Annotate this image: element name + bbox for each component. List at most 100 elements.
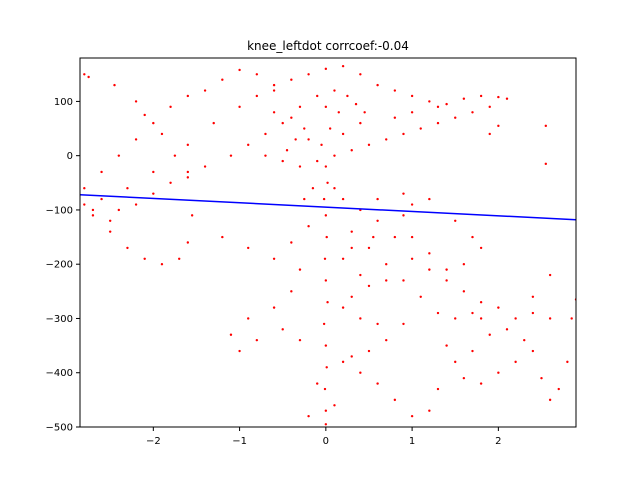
data-point bbox=[341, 64, 345, 68]
data-point bbox=[436, 387, 440, 391]
data-point bbox=[328, 127, 332, 130]
data-point bbox=[326, 300, 329, 304]
data-point bbox=[322, 197, 326, 201]
data-point bbox=[548, 317, 552, 320]
data-point bbox=[113, 83, 116, 87]
data-point bbox=[514, 317, 517, 320]
data-point bbox=[100, 170, 103, 174]
data-point bbox=[462, 290, 466, 293]
data-point bbox=[87, 75, 90, 79]
data-point bbox=[337, 111, 340, 114]
data-point bbox=[376, 382, 379, 385]
data-point bbox=[178, 257, 181, 260]
data-point bbox=[91, 214, 95, 217]
data-point bbox=[462, 376, 466, 380]
data-point bbox=[454, 360, 457, 364]
data-point bbox=[108, 219, 112, 222]
data-point bbox=[255, 338, 259, 342]
data-point bbox=[350, 295, 353, 298]
data-point bbox=[393, 89, 397, 92]
data-point bbox=[341, 306, 345, 309]
data-point bbox=[190, 214, 194, 217]
data-point bbox=[333, 89, 336, 92]
data-point bbox=[264, 154, 267, 157]
data-point bbox=[385, 338, 388, 342]
data-point bbox=[454, 317, 457, 320]
data-point bbox=[479, 300, 483, 304]
data-point bbox=[479, 246, 483, 250]
data-point bbox=[488, 105, 491, 109]
data-point bbox=[402, 279, 405, 282]
data-point bbox=[324, 279, 328, 282]
data-point bbox=[247, 317, 250, 320]
data-point bbox=[324, 105, 328, 109]
data-point bbox=[428, 409, 431, 412]
data-point bbox=[117, 208, 121, 212]
data-point bbox=[272, 306, 276, 309]
data-point bbox=[229, 154, 233, 157]
data-point bbox=[325, 366, 328, 369]
data-point bbox=[272, 111, 276, 114]
data-point bbox=[402, 132, 405, 136]
data-point bbox=[419, 295, 422, 298]
data-point bbox=[410, 235, 414, 239]
data-point bbox=[281, 328, 284, 331]
data-point bbox=[186, 94, 190, 98]
data-point bbox=[272, 89, 276, 92]
data-point bbox=[83, 203, 86, 206]
data-point bbox=[221, 235, 224, 239]
data-point bbox=[203, 165, 207, 168]
fit-line bbox=[80, 193, 576, 221]
data-point bbox=[307, 414, 310, 418]
data-point bbox=[454, 219, 457, 222]
data-point bbox=[100, 197, 103, 201]
data-point bbox=[471, 235, 474, 239]
data-point bbox=[117, 154, 121, 157]
data-point bbox=[548, 273, 552, 277]
data-point bbox=[134, 138, 138, 141]
data-point bbox=[410, 111, 414, 114]
data-point bbox=[462, 97, 466, 100]
plot-area bbox=[80, 64, 576, 426]
data-point bbox=[290, 78, 293, 81]
data-point bbox=[341, 132, 345, 136]
data-point bbox=[402, 192, 405, 195]
data-point bbox=[143, 113, 146, 117]
data-point bbox=[169, 105, 172, 109]
data-point bbox=[359, 317, 362, 320]
data-point bbox=[324, 165, 328, 168]
data-point bbox=[367, 284, 371, 288]
data-point bbox=[323, 257, 327, 260]
data-point bbox=[505, 97, 509, 100]
data-point bbox=[544, 162, 548, 166]
data-point bbox=[346, 94, 349, 98]
data-point bbox=[350, 230, 353, 233]
data-point bbox=[402, 214, 405, 217]
data-point bbox=[238, 349, 241, 353]
data-point bbox=[247, 246, 250, 250]
data-point bbox=[186, 143, 190, 147]
data-point bbox=[445, 102, 448, 106]
data-point bbox=[385, 263, 388, 266]
data-point bbox=[471, 311, 474, 315]
data-point bbox=[410, 203, 414, 206]
x-tick-label: 0 bbox=[323, 436, 329, 447]
data-point bbox=[134, 100, 138, 103]
data-point bbox=[359, 273, 362, 277]
data-point bbox=[303, 197, 306, 201]
x-tick-label: 1 bbox=[409, 436, 415, 447]
data-point bbox=[160, 132, 164, 136]
y-tick-label: −100 bbox=[46, 205, 73, 216]
data-point bbox=[316, 382, 319, 385]
data-point bbox=[272, 83, 276, 87]
data-point bbox=[505, 328, 509, 331]
y-tick-label: −300 bbox=[46, 314, 73, 325]
y-tick-label: 100 bbox=[54, 97, 73, 108]
data-point bbox=[290, 290, 293, 293]
data-point bbox=[514, 360, 517, 364]
data-point bbox=[229, 333, 233, 336]
data-point bbox=[531, 311, 535, 315]
data-point bbox=[324, 67, 328, 71]
x-tick-label: −2 bbox=[146, 436, 161, 447]
data-point bbox=[428, 100, 431, 103]
